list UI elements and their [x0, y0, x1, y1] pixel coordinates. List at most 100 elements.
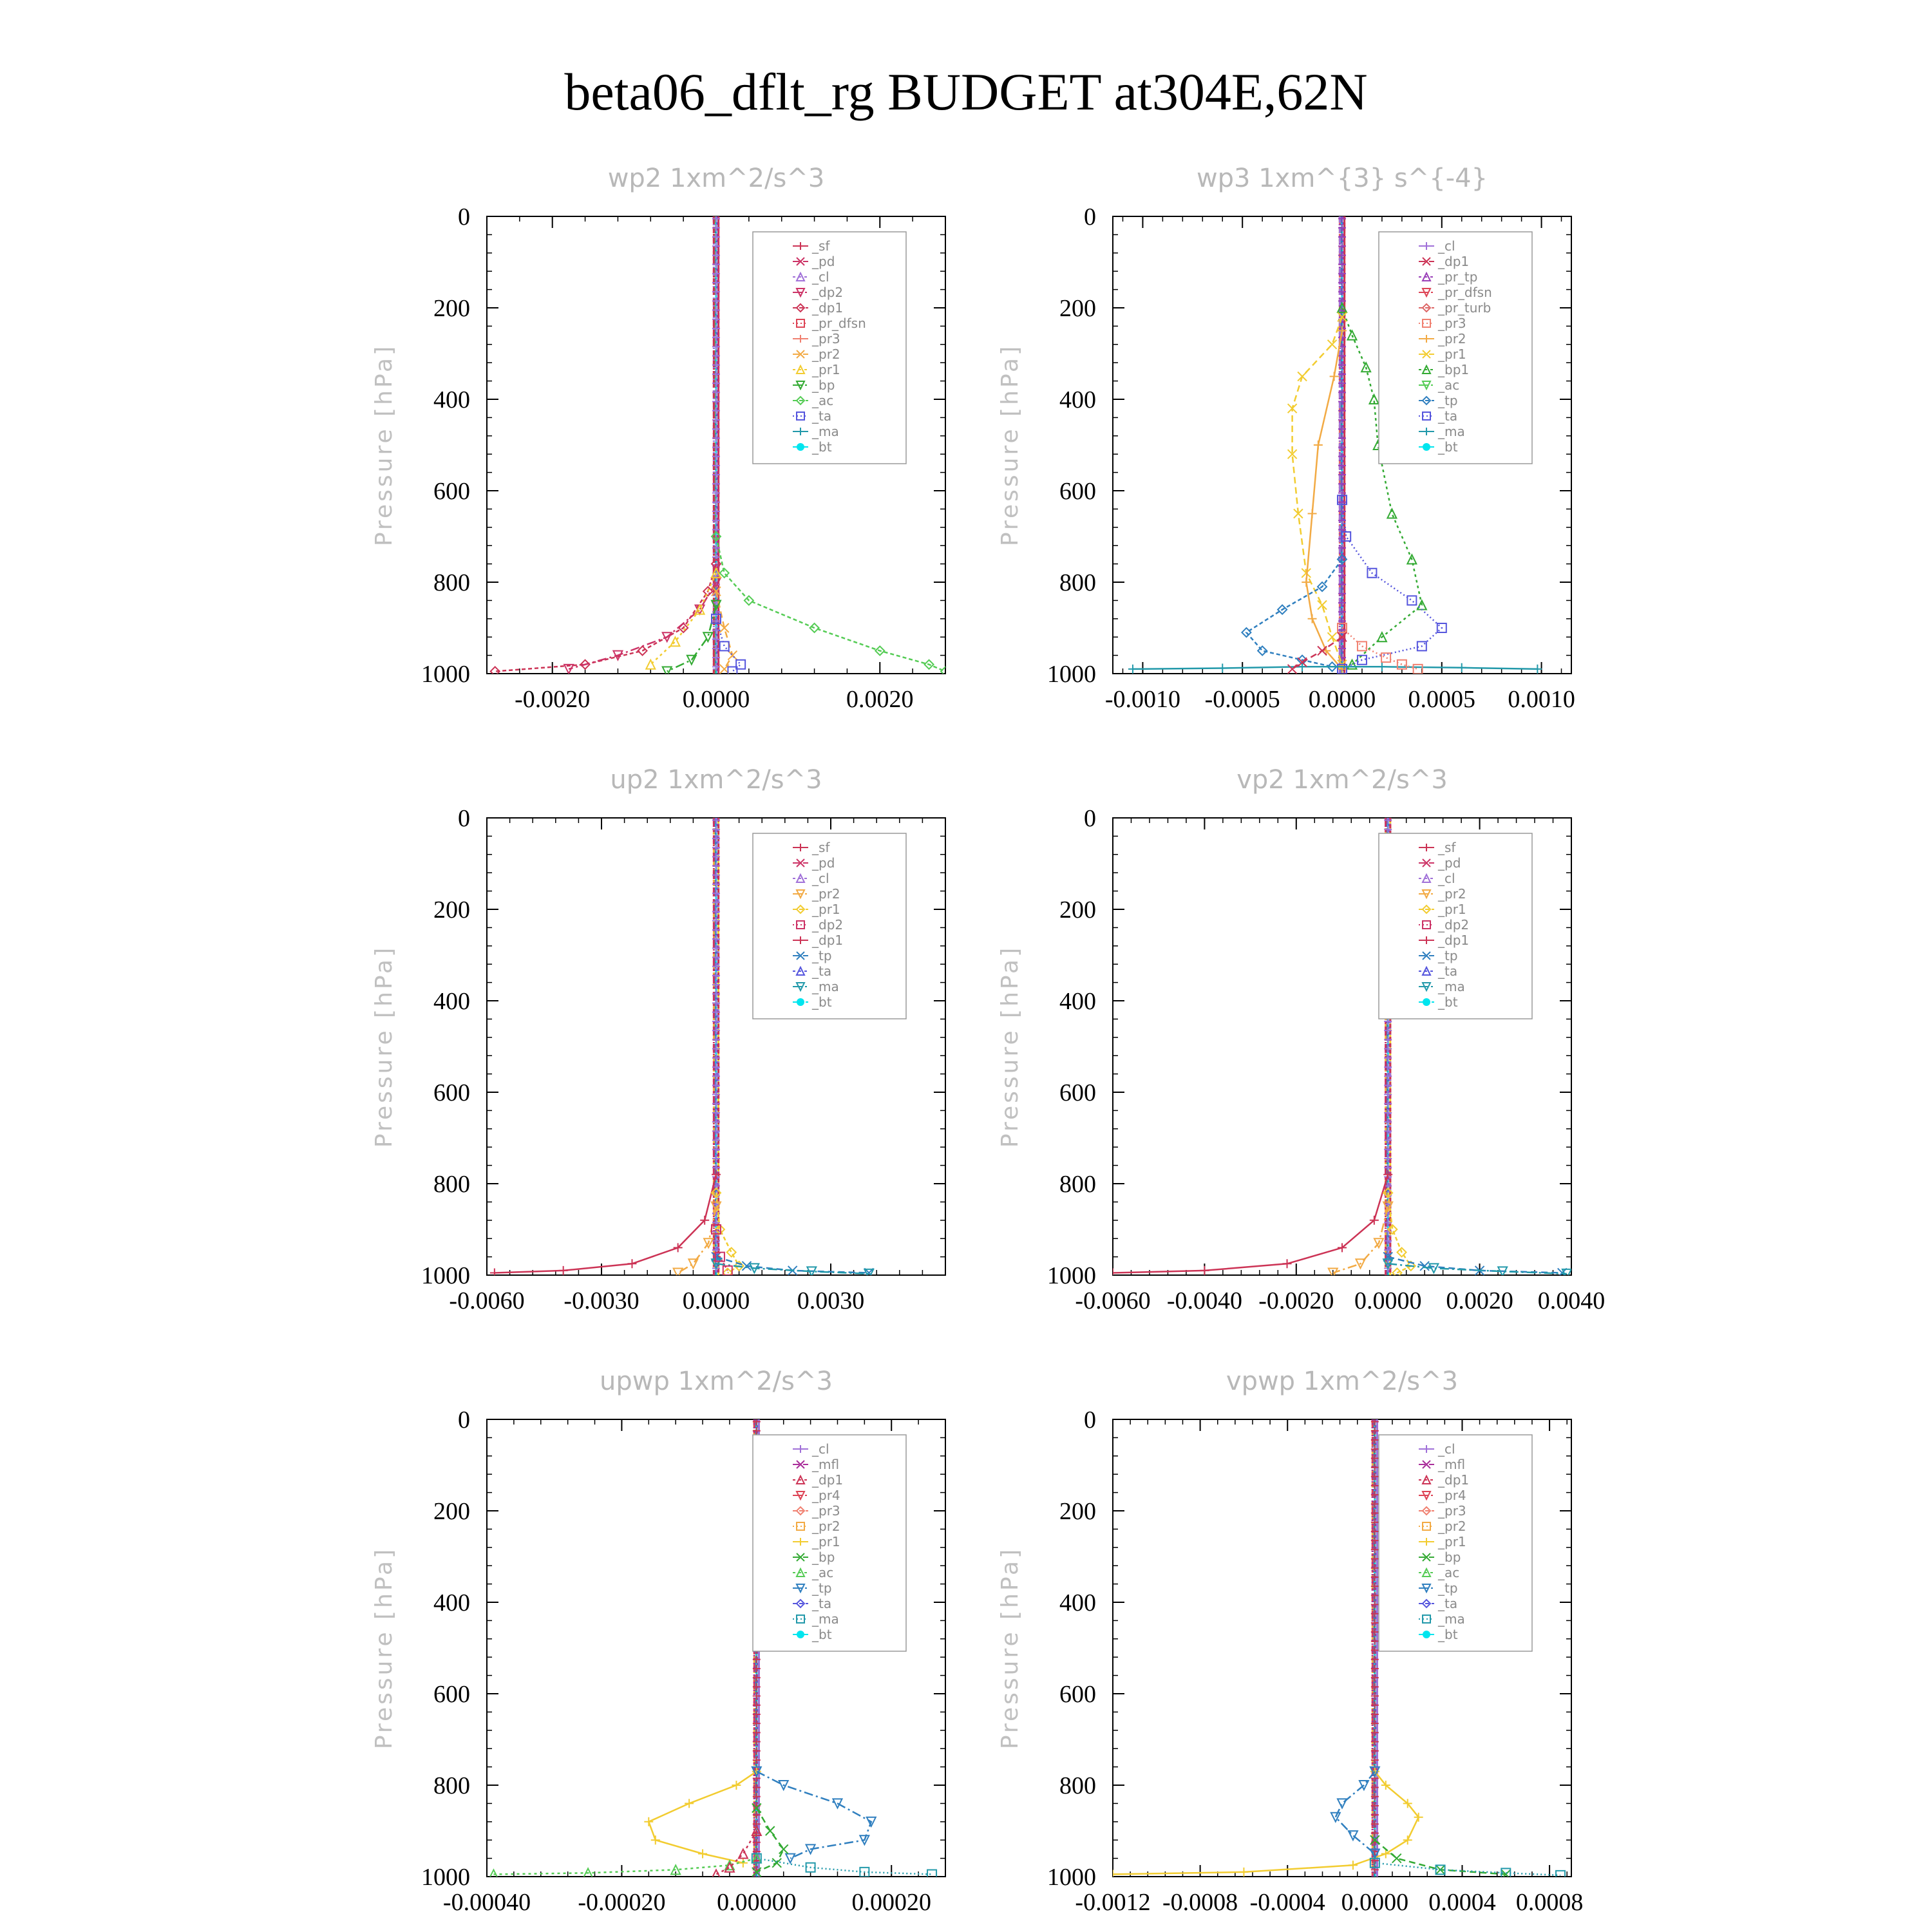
zero-column-marker: [712, 434, 720, 442]
zero-column-marker: [1370, 1491, 1379, 1499]
legend-entry: _cl: [1437, 871, 1455, 886]
y-tick-label: 200: [433, 1498, 470, 1525]
x-tick-label: 0.00020: [851, 1889, 931, 1916]
series-marker-_ac: [489, 1868, 498, 1877]
zero-column-marker: [712, 871, 720, 879]
zero-column-marker: [1370, 1710, 1379, 1718]
series-marker-_pr2: [727, 650, 738, 661]
zero-column-marker: [712, 425, 720, 433]
zero-column-marker: [752, 1426, 761, 1435]
y-tick-label: 200: [1059, 1498, 1096, 1525]
zero-column-marker: [712, 880, 720, 888]
series-marker-_tp: [1369, 1848, 1381, 1860]
series-marker-_tp: [866, 1816, 877, 1828]
series-marker-_bp1: [1346, 658, 1358, 670]
series-marker-_dp1: [637, 645, 648, 656]
zero-column-marker: [712, 971, 720, 980]
series-marker-_pr1: [1337, 312, 1347, 322]
zero-column-marker: [1370, 1646, 1379, 1654]
legend-entry: _dp1: [1437, 933, 1469, 948]
zero-column-marker: [1370, 1435, 1379, 1444]
series-marker-_tp: [1336, 1798, 1348, 1810]
zero-column-marker: [712, 862, 720, 870]
series-marker-_ma: [751, 1853, 762, 1864]
series-marker-_ma: [863, 1268, 875, 1275]
legend-entry: _pr2: [1437, 886, 1466, 902]
legend-entry: _ma: [1437, 1611, 1465, 1627]
y-tick-label: 600: [433, 478, 470, 505]
zero-column-marker: [1338, 544, 1346, 552]
zero-column-marker: [712, 990, 720, 998]
legend-swatch-marker: [796, 350, 805, 359]
zero-column-marker: [712, 288, 720, 296]
zero-column-marker: [712, 216, 720, 223]
chart-panel-2: wp3 1xm^{3} s^{-4} Pressure [hPa] -0.0010-…: [997, 164, 1575, 713]
zero-column-marker: [712, 1090, 720, 1099]
legend-swatch-marker: [796, 920, 805, 929]
legend-entry: _cl: [1437, 1441, 1455, 1457]
legend-entry: _pr4: [1437, 1488, 1466, 1503]
legend-box: [1378, 1434, 1533, 1652]
legend-swatch-marker: [795, 1584, 806, 1594]
y-axis-label: Pressure [hPa]: [371, 344, 397, 546]
zero-column-marker: [1338, 397, 1346, 406]
y-axis-label: Pressure [hPa]: [997, 945, 1023, 1148]
series-marker-_tp: [1383, 1251, 1393, 1262]
zero-column-marker: [712, 889, 720, 898]
legend-entry: _sf: [811, 840, 830, 855]
series-marker-_pr3: [1412, 663, 1423, 674]
zero-column-marker: [1384, 1036, 1392, 1044]
zero-column-marker: [712, 1072, 720, 1081]
y-tick-label: 800: [433, 1772, 470, 1799]
legend-entry: _tp: [811, 1580, 832, 1596]
zero-column-marker: [1370, 1426, 1379, 1435]
series-marker-_pr2: [1307, 509, 1317, 518]
legend-swatch-marker: [1423, 1631, 1430, 1638]
zero-column-marker: [712, 1099, 720, 1108]
legend-swatch-marker: [1421, 965, 1432, 976]
legend-swatch-marker: [1422, 350, 1431, 359]
zero-column-marker: [712, 452, 720, 460]
series-marker-_bp1: [1376, 630, 1388, 643]
legend-swatch-marker: [1423, 998, 1430, 1006]
series-line-_dp1: [1291, 636, 1343, 670]
series-marker-_bp: [765, 1826, 775, 1836]
zero-column-marker: [1338, 644, 1346, 652]
legend-swatch-marker: [1421, 303, 1432, 313]
zero-column-marker: [1384, 1081, 1392, 1090]
zero-column-marker: [752, 1701, 761, 1709]
zero-column-marker: [712, 516, 720, 525]
series-marker-_tp: [711, 1251, 721, 1262]
legend-entry: _cl: [811, 871, 829, 886]
series-marker-_pr1: [1396, 1247, 1407, 1258]
legend-entry: _bp1: [1437, 362, 1469, 377]
series-marker-_pr1: [1301, 568, 1311, 578]
zero-column-marker: [1370, 1728, 1379, 1737]
series-marker-_pr1: [726, 1247, 737, 1258]
x-tick-label: -0.0030: [564, 1287, 639, 1314]
series-marker-_ma: [1377, 662, 1387, 672]
zero-column-marker: [752, 1792, 761, 1801]
y-tick-label: 200: [433, 896, 470, 923]
series-marker-_bp: [1370, 1835, 1380, 1845]
legend: _cl_mfl_dp1_pr4_pr3_pr2_pr1_bp_ac_tp_ta_…: [752, 1434, 907, 1652]
legend-swatch-marker: [1423, 242, 1430, 250]
zero-column-marker: [712, 663, 720, 671]
legend-entry: _pd: [811, 855, 835, 871]
legend-swatch-marker: [1421, 395, 1432, 406]
series-marker-_pr2: [1382, 1201, 1394, 1213]
legend-swatch-marker: [795, 1567, 806, 1577]
legend-swatch-marker: [1422, 1460, 1431, 1469]
zero-column-marker: [712, 315, 720, 323]
zero-column-marker: [1370, 1747, 1379, 1755]
series-marker-_ma: [1218, 663, 1227, 673]
y-tick-label: 200: [433, 295, 470, 322]
y-tick-label: 0: [458, 1406, 470, 1434]
zero-column-marker: [1338, 361, 1346, 369]
series-marker-_ta: [1337, 495, 1347, 506]
series-marker-_dp2: [661, 632, 673, 643]
x-tick-label: -0.0020: [515, 686, 590, 713]
legend-box: [1378, 231, 1533, 464]
series-marker-_ta: [1337, 663, 1347, 674]
legend-entry: _pr3: [1437, 1503, 1466, 1519]
